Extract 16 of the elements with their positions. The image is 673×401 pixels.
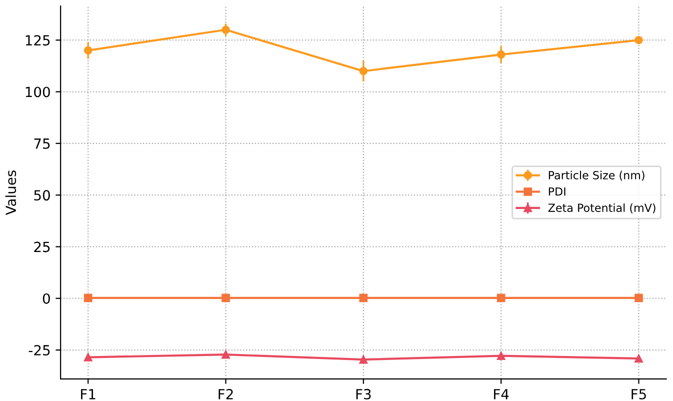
x-tick-label: F5 <box>632 389 646 400</box>
y-tick-label: 100 <box>26 86 50 98</box>
legend-label: Particle Size (nm) <box>548 170 644 181</box>
y-tick-label: 0 <box>42 293 50 304</box>
legend-label: Zeta Potential (mV) <box>548 203 656 214</box>
x-tick-label: F4 <box>494 389 509 400</box>
y-tick-label: 125 <box>26 35 50 46</box>
y-tick-label: 25 <box>34 242 50 252</box>
y-tick-label: 75 <box>34 138 50 149</box>
legend-label: PDI <box>548 187 566 196</box>
x-tick-label: F1 <box>81 389 96 400</box>
y-axis-title: Values <box>5 170 16 216</box>
y-tick-label: -25 <box>28 344 50 356</box>
x-tick-label: F2 <box>218 388 233 400</box>
x-tick-label: F3 <box>356 388 371 400</box>
y-tick-label: 50 <box>34 190 50 201</box>
